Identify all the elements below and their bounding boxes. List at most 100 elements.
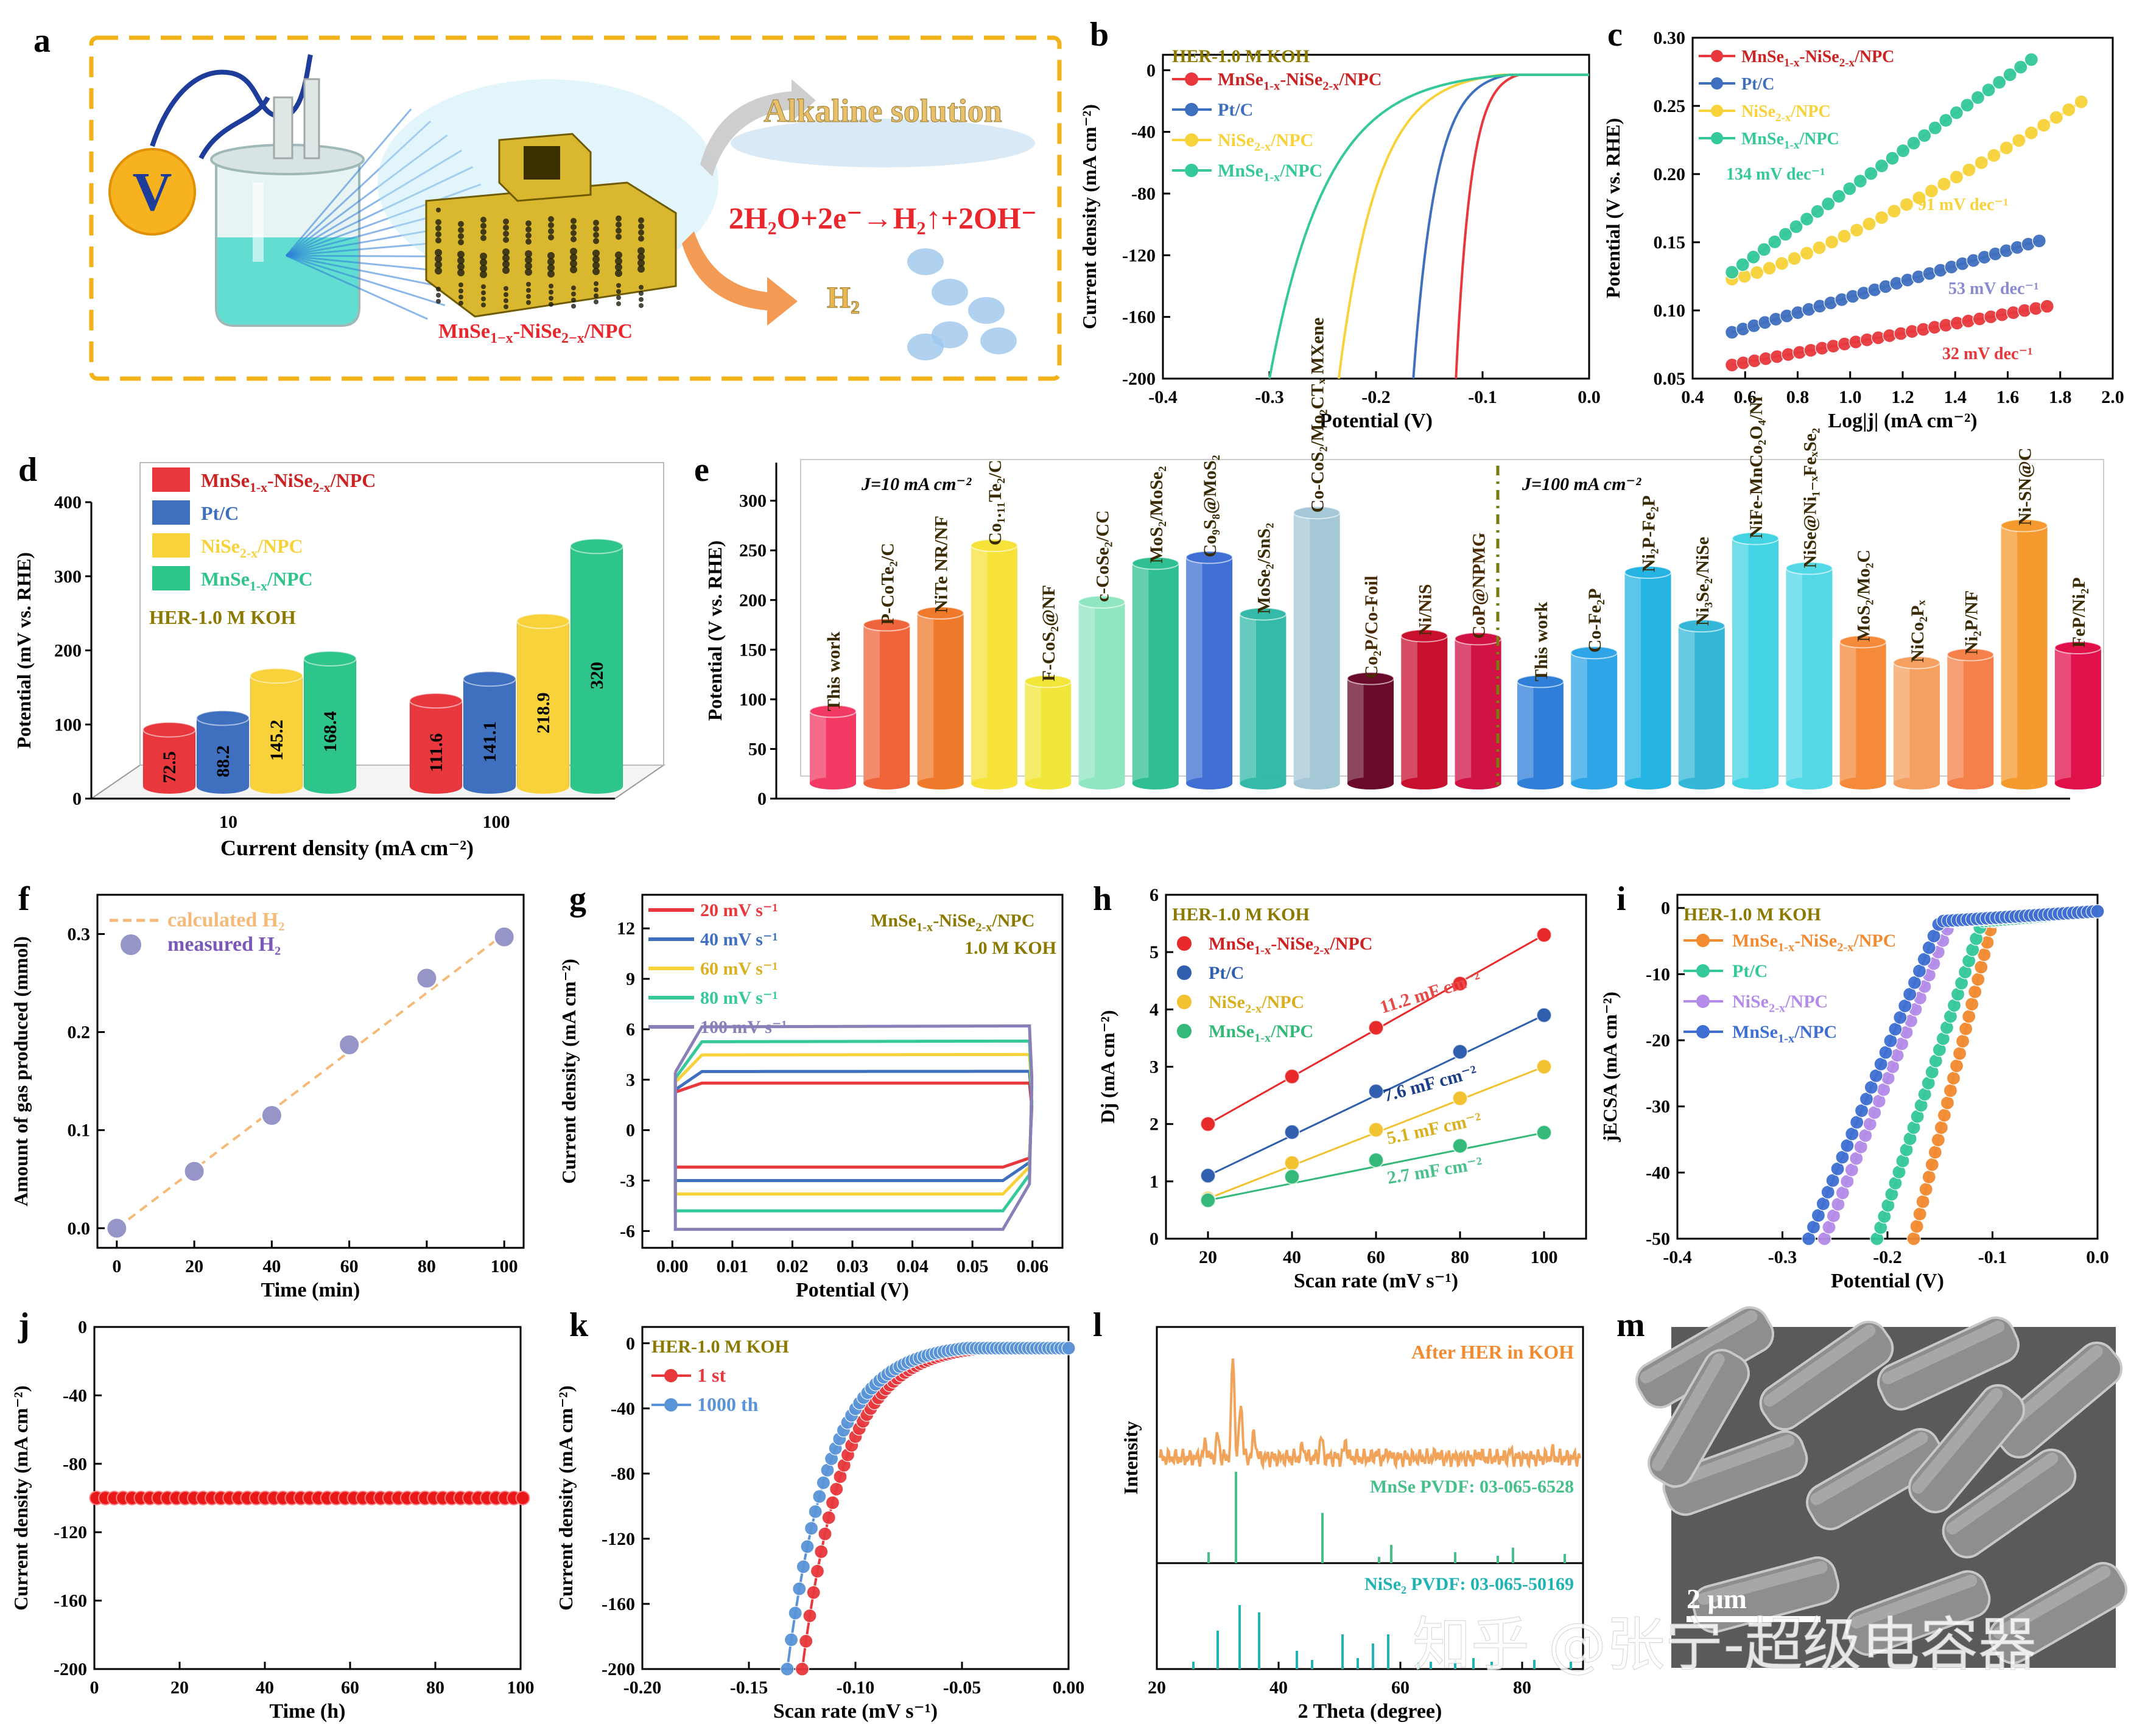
text-span: /NPC	[1270, 130, 1313, 150]
texture-dot	[435, 225, 441, 231]
y-tick-label: 0	[626, 1334, 635, 1354]
text-span: 1-x	[1778, 1032, 1795, 1046]
legend-label: Pt/C	[201, 502, 239, 524]
bar-co-p-co-foil	[1347, 678, 1394, 783]
x-tick-label: -0.15	[730, 1678, 768, 1698]
series-nise2-x-npc-point	[2062, 102, 2076, 117]
text-span: NiSe	[1741, 102, 1775, 121]
text-span: MnSe	[871, 911, 916, 931]
reaction-arrow	[700, 79, 816, 177]
back-wall	[139, 462, 664, 766]
category-label: Co-Fe₂P	[1585, 589, 1605, 653]
series-1-st-point	[829, 1482, 844, 1497]
series-mnse1-x-nise2-x-npc-point	[1931, 1133, 1945, 1147]
text-span: MnSe	[1218, 69, 1263, 89]
y-tick-label: -3	[620, 1171, 635, 1191]
bar-base	[1078, 777, 1125, 789]
y-tick-label: -120	[1122, 245, 1156, 265]
y-tick-label: 3	[626, 1070, 635, 1090]
series-nise2-x-npc-point	[1962, 163, 1976, 177]
x-tick-label: 1.2	[1891, 387, 1914, 407]
y-axis-label: Potential (V vs. RHE)	[704, 541, 726, 721]
legend-marker	[1696, 995, 1710, 1008]
fiber-ray	[286, 166, 474, 257]
bar-top	[1677, 619, 1726, 633]
text-span: 1-x	[1778, 941, 1795, 954]
bar-p-cote-c	[863, 625, 910, 783]
series-mnse1-x-npc-point	[2090, 904, 2105, 919]
bar-mos-mo-c	[1839, 642, 1886, 783]
text-span: 2-x	[1245, 1003, 1262, 1016]
nanorod-highlight	[1850, 1575, 1978, 1629]
texture-dot	[571, 292, 576, 296]
texture-dot	[616, 228, 622, 234]
voltage-symbol: V	[133, 162, 172, 222]
texture-dot	[594, 293, 599, 298]
x-tick-label: 1.6	[1996, 387, 2020, 407]
x-tick-label: 60	[340, 1256, 359, 1276]
bar-base	[1401, 777, 1448, 789]
series-pt-c-point	[1284, 1124, 1300, 1140]
series-1000-th-point	[784, 1633, 799, 1647]
series-mnse1-x-npc-point	[1284, 1169, 1300, 1185]
texture-dot	[435, 219, 441, 225]
text-span: 2-x	[975, 921, 992, 934]
texture-dot	[639, 303, 644, 308]
category-label: NiFe-MnCo₂O₄/Ni	[1746, 397, 1766, 539]
cdl-label: 2.7 mF cm⁻²	[1386, 1153, 1484, 1188]
series-1-st-point	[814, 1544, 829, 1559]
bar-top	[970, 539, 1018, 553]
bar-top	[1893, 656, 1940, 670]
bar-top	[1347, 671, 1394, 685]
series-pt-c-point	[2032, 234, 2046, 248]
bar-mose-sns	[1240, 614, 1287, 783]
panel-letter-d: d	[18, 451, 37, 489]
texture-dot	[458, 227, 464, 233]
legend-label: 60 mV s⁻¹	[700, 959, 778, 979]
cdl-label: 5.1 mF cm⁻²	[1385, 1109, 1483, 1149]
bar-value-label: 88.2	[213, 746, 233, 778]
texture-dot	[481, 303, 486, 307]
panel-letter-f: f	[18, 880, 30, 918]
texture-dot	[593, 226, 599, 232]
series-mnse1-x-npc-point	[1746, 250, 1761, 264]
chart-title: HER-1.0 M KOH	[1172, 905, 1310, 925]
bar-nite-nr-nf	[917, 612, 964, 783]
bar-top	[809, 704, 857, 718]
texture-dot	[435, 261, 442, 268]
text-span: 2-x	[1837, 941, 1854, 954]
x-tick-label: 0.03	[837, 1256, 869, 1276]
series-nise2-x-npc-line	[1823, 910, 2098, 1239]
plot-frame	[1156, 1326, 1584, 1670]
panel-letter-m: m	[1617, 1306, 1645, 1344]
category-label: F-CoS₂@NF	[1039, 585, 1059, 682]
texture-dot	[547, 270, 555, 278]
bar-highlight	[2001, 525, 2018, 783]
product-label: H₂	[827, 280, 860, 314]
panel-letter-c: c	[1607, 16, 1623, 54]
series-mnse1-x-nise2-x-npc-point	[1937, 1108, 1952, 1122]
category-label: CoP@NPMG	[1469, 533, 1489, 639]
y-tick-label: 2	[1150, 1115, 1159, 1135]
sample-label: After HER in KOH	[1411, 1341, 1574, 1363]
y-axis-label: Amount of gas produced (mmol)	[10, 936, 32, 1206]
x-tick-label: 60	[1367, 1247, 1385, 1267]
texture-dot	[525, 220, 532, 226]
y-tick-label: 0	[72, 789, 82, 809]
group-label: J=100 mA cm⁻²	[1522, 474, 1641, 494]
bar-top	[1785, 561, 1833, 575]
x-tick-label: 0.4	[1681, 387, 1704, 407]
series-pt-c-point	[1452, 1044, 1468, 1060]
texture-dot	[548, 222, 554, 228]
series-mnse1-x-nise2-x-npc-point	[1200, 1116, 1216, 1132]
series-nise2-x-npc-point	[1284, 1155, 1300, 1171]
x-tick-label: 20	[170, 1678, 189, 1698]
texture-dot	[570, 248, 577, 255]
electrode-holder	[303, 78, 320, 159]
x-tick-label: -0.4	[1663, 1247, 1692, 1267]
y-tick-label: -200	[54, 1659, 87, 1679]
y-tick-label: 0	[78, 1317, 87, 1337]
texture-dot	[593, 238, 599, 244]
back-wall	[800, 459, 2104, 777]
annotation: 1.0 M KOH	[964, 938, 1056, 958]
